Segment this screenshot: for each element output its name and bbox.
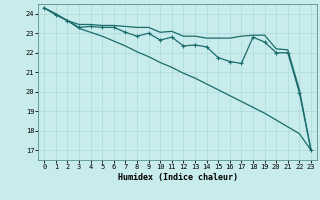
X-axis label: Humidex (Indice chaleur): Humidex (Indice chaleur) [118, 173, 238, 182]
